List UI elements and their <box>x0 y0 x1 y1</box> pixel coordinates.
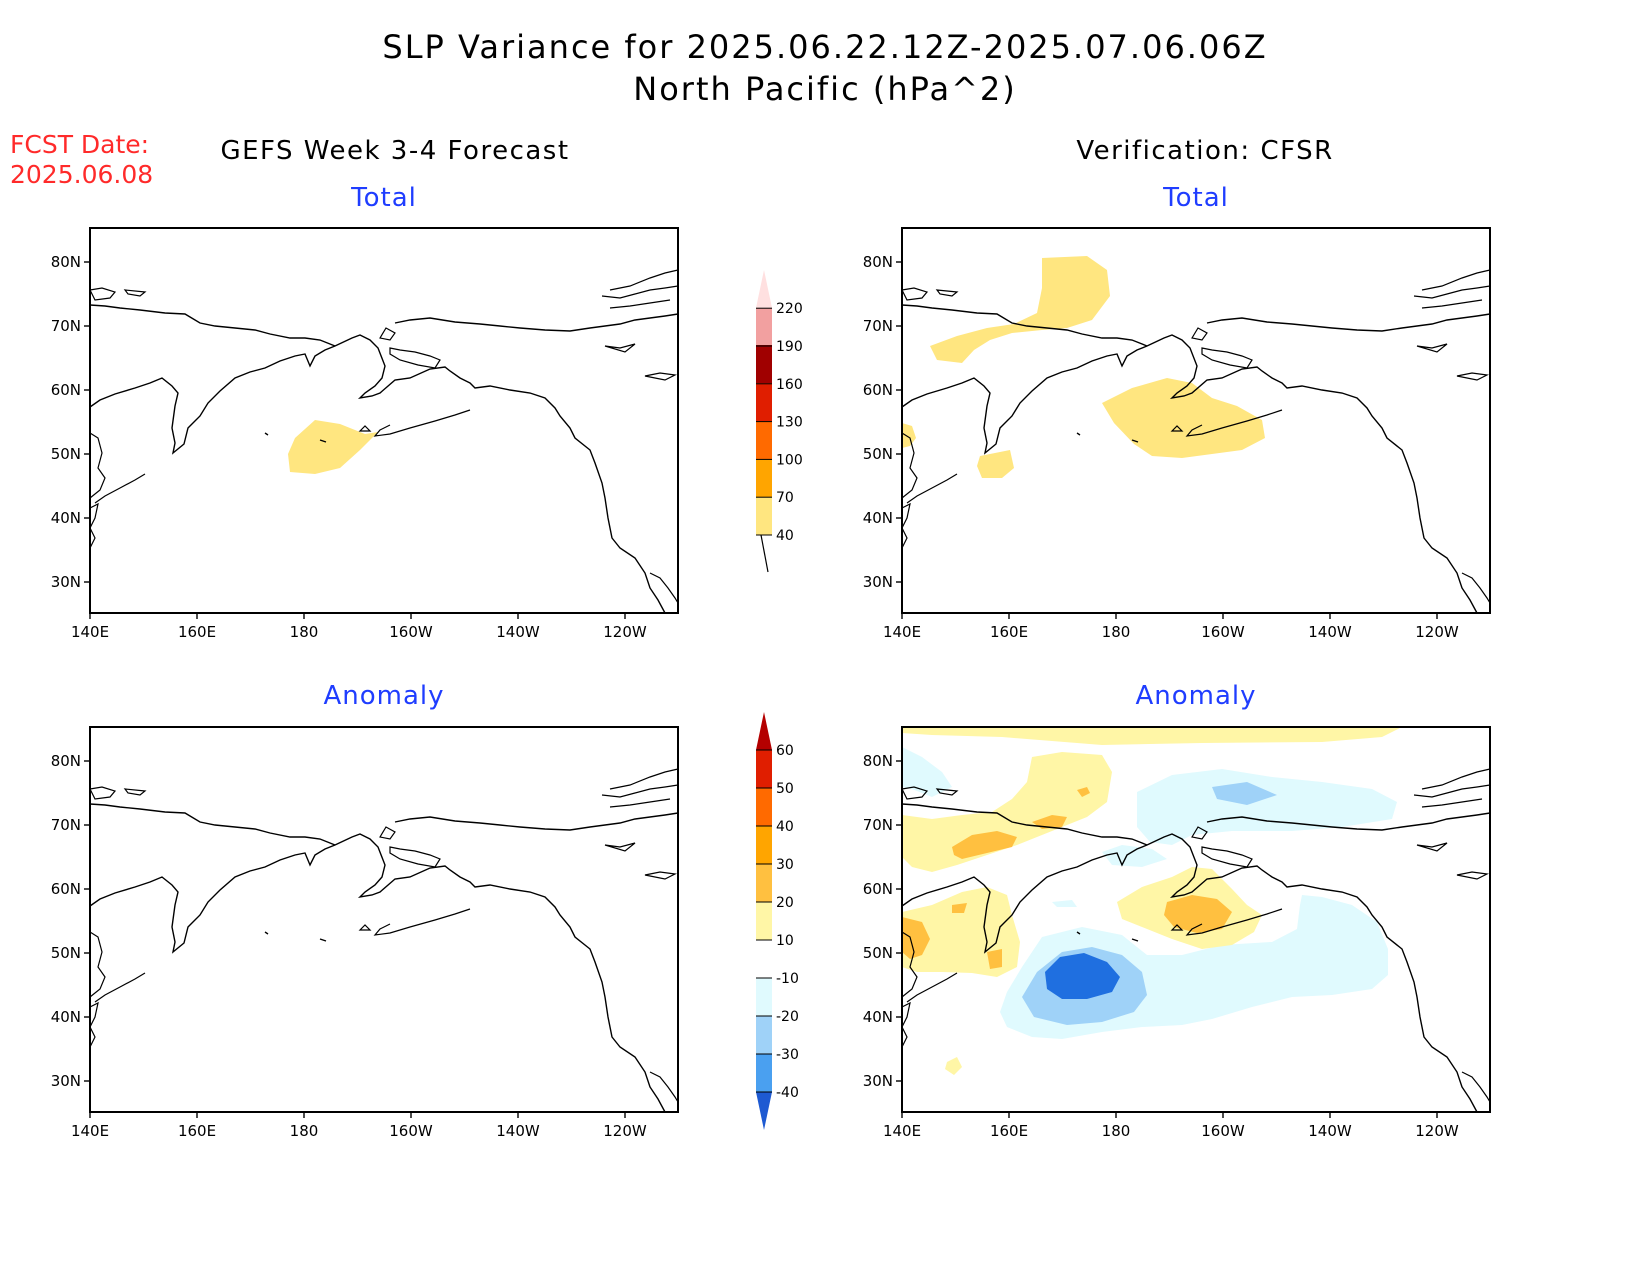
lon-tick-label-forecast-total: 160E <box>178 623 216 641</box>
colorbar-total-label: 220 <box>776 301 803 317</box>
lon-tick-label-verification-anomaly: 120W <box>1415 1122 1459 1140</box>
lon-tick-label-forecast-anomaly: 120W <box>603 1122 647 1140</box>
map-panel-forecast-total <box>83 227 679 620</box>
colorbar-anomaly-label: 50 <box>776 781 794 797</box>
lat-tick-label-forecast-anomaly: 70N <box>51 816 81 834</box>
colorbar-total-label: 70 <box>776 490 794 506</box>
fcst-date-label: FCST Date: <box>10 130 150 159</box>
colorbar-total-label: 190 <box>776 339 803 355</box>
lat-tick-label-verification-anomaly: 40N <box>863 1008 893 1026</box>
figure-title-line2: North Pacific (hPa^2) <box>633 70 1017 108</box>
colorbar-anomaly-label: -30 <box>776 1047 799 1063</box>
lat-tick-label-forecast-anomaly: 50N <box>51 944 81 962</box>
colorbar-total-label: 100 <box>776 452 803 468</box>
fcst-date-value: 2025.06.08 <box>10 160 154 189</box>
lon-tick-label-forecast-anomaly: 160W <box>389 1122 433 1140</box>
lat-tick-label-forecast-anomaly: 60N <box>51 880 81 898</box>
variance-contour-40 <box>902 423 916 448</box>
lat-tick-label-verification-anomaly: 30N <box>863 1072 893 1090</box>
lat-tick-label-verification-total: 80N <box>863 253 893 271</box>
map-panel-verification-anomaly <box>895 726 1491 1119</box>
colorbar-total-label: 40 <box>776 528 794 544</box>
lat-tick-label-forecast-total: 60N <box>51 381 81 399</box>
lon-tick-label-forecast-anomaly: 160E <box>178 1122 216 1140</box>
panel-title-forecast-anomaly: Anomaly <box>323 681 445 711</box>
panel-title-verification-anomaly: Anomaly <box>1135 681 1257 711</box>
variance-contour-40 <box>1102 378 1265 458</box>
colorbar-total: 40 70 100 130 160 190 220 <box>756 270 803 573</box>
colorbar-anomaly-label: 60 <box>776 743 794 759</box>
colorbar-total-label: 160 <box>776 377 803 393</box>
lon-tick-label-verification-anomaly: 140E <box>883 1122 921 1140</box>
lat-tick-label-forecast-total: 30N <box>51 573 81 591</box>
lon-tick-label-forecast-anomaly: 140E <box>71 1122 109 1140</box>
lon-tick-label-verification-anomaly: 160E <box>990 1122 1028 1140</box>
lon-tick-label-verification-total: 140E <box>883 623 921 641</box>
anomaly-contours-dark-blue <box>1045 953 1120 999</box>
colorbar-anomaly-label: 30 <box>776 857 794 873</box>
lat-tick-label-verification-anomaly: 70N <box>863 816 893 834</box>
panel-title-forecast-total: Total <box>351 183 417 213</box>
colorbar-anomaly-label: 10 <box>776 933 794 949</box>
lat-tick-label-forecast-total: 70N <box>51 317 81 335</box>
lat-tick-label-forecast-anomaly: 80N <box>51 752 81 770</box>
lat-tick-label-verification-total: 30N <box>863 573 893 591</box>
left-column-heading: GEFS Week 3-4 Forecast <box>220 136 570 166</box>
lat-tick-label-verification-anomaly: 50N <box>863 944 893 962</box>
lon-tick-label-verification-anomaly: 180 <box>1102 1122 1131 1140</box>
lon-tick-label-verification-anomaly: 160W <box>1201 1122 1245 1140</box>
lon-tick-label-forecast-total: 140E <box>71 623 109 641</box>
lat-tick-label-verification-anomaly: 80N <box>863 752 893 770</box>
colorbar-anomaly-label: -40 <box>776 1085 799 1101</box>
variance-contour-40 <box>288 420 378 474</box>
colorbar-total-label: 130 <box>776 415 803 431</box>
lon-tick-label-forecast-anomaly: 140W <box>496 1122 540 1140</box>
lon-tick-label-verification-total: 120W <box>1415 623 1459 641</box>
lon-tick-label-forecast-total: 160W <box>389 623 433 641</box>
lat-tick-label-verification-total: 40N <box>863 509 893 527</box>
variance-contour-40 <box>977 450 1014 478</box>
variance-contour-40 <box>930 256 1110 363</box>
colorbar-anomaly-label: 40 <box>776 819 794 835</box>
colorbar-anomaly-label: -10 <box>776 971 799 987</box>
lon-tick-label-verification-total: 160E <box>990 623 1028 641</box>
lat-tick-label-verification-total: 70N <box>863 317 893 335</box>
lon-tick-label-forecast-total: 140W <box>496 623 540 641</box>
panel-title-verification-total: Total <box>1163 183 1229 213</box>
lon-tick-label-forecast-anomaly: 180 <box>290 1122 319 1140</box>
lon-tick-label-verification-anomaly: 140W <box>1308 1122 1352 1140</box>
lat-tick-label-forecast-total: 80N <box>51 253 81 271</box>
right-column-heading: Verification: CFSR <box>1076 136 1334 166</box>
colorbar-anomaly-label: 20 <box>776 895 794 911</box>
lon-tick-label-forecast-total: 180 <box>290 623 319 641</box>
lat-tick-label-verification-anomaly: 60N <box>863 880 893 898</box>
colorbar-anomaly: 60 50 40 30 20 10 -10 -20 -30 -40 <box>756 712 799 1130</box>
colorbar-anomaly-label: -20 <box>776 1009 799 1025</box>
lat-tick-label-verification-total: 50N <box>863 445 893 463</box>
lat-tick-label-forecast-total: 40N <box>51 509 81 527</box>
lat-tick-label-forecast-anomaly: 30N <box>51 1072 81 1090</box>
lon-tick-label-forecast-total: 120W <box>603 623 647 641</box>
lon-tick-label-verification-total: 160W <box>1201 623 1245 641</box>
figure-title-line1: SLP Variance for 2025.06.22.12Z-2025.07.… <box>382 28 1268 66</box>
map-panel-forecast-anomaly <box>83 726 679 1119</box>
lon-tick-label-verification-total: 140W <box>1308 623 1352 641</box>
map-panel-verification-total <box>895 227 1491 620</box>
lat-tick-label-verification-total: 60N <box>863 381 893 399</box>
anomaly-contours-orange <box>902 787 1232 969</box>
lat-tick-label-forecast-anomaly: 40N <box>51 1008 81 1026</box>
lat-tick-label-forecast-total: 50N <box>51 445 81 463</box>
lon-tick-label-verification-total: 180 <box>1102 623 1131 641</box>
